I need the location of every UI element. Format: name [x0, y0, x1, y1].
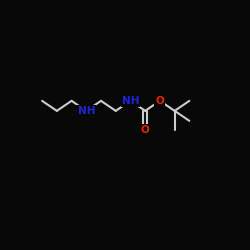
Text: O: O	[141, 125, 150, 135]
Text: NH: NH	[122, 96, 139, 106]
Text: O: O	[156, 96, 164, 106]
Text: NH: NH	[78, 106, 95, 116]
